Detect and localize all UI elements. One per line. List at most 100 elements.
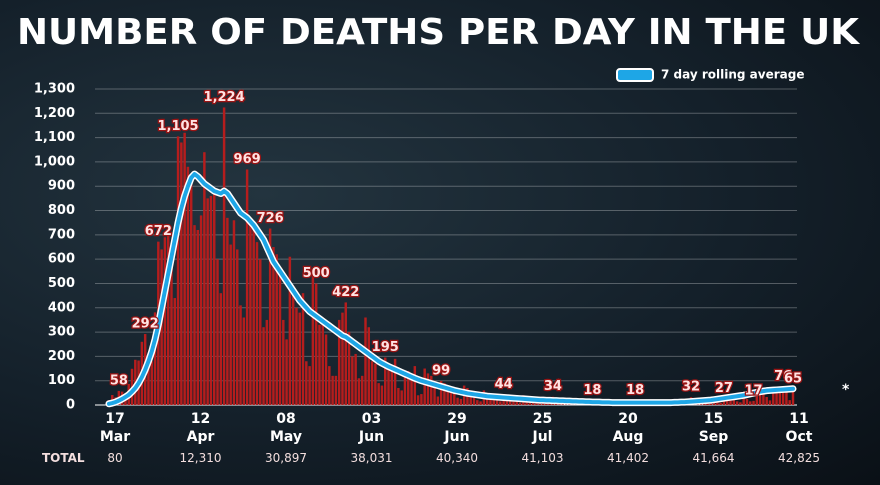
bar bbox=[476, 400, 479, 405]
bar bbox=[380, 385, 384, 405]
data-label: 44 bbox=[495, 377, 513, 392]
total-value: 38,031 bbox=[350, 451, 393, 465]
bar bbox=[410, 373, 413, 405]
bar bbox=[390, 370, 394, 405]
bar bbox=[236, 249, 239, 405]
total-value: 12,310 bbox=[179, 451, 222, 465]
bar bbox=[749, 401, 752, 405]
bar bbox=[318, 324, 321, 405]
data-label: 292 bbox=[132, 317, 159, 332]
y-tick-label: 800 bbox=[48, 203, 75, 218]
data-label: 58 bbox=[110, 373, 128, 388]
data-label: 34 bbox=[544, 379, 562, 394]
data-label: 18 bbox=[583, 383, 601, 398]
bar bbox=[170, 254, 173, 405]
x-tick-label: 20 Aug bbox=[612, 411, 644, 445]
bar bbox=[436, 396, 440, 405]
bar bbox=[219, 293, 223, 405]
bar bbox=[311, 273, 315, 405]
bar bbox=[416, 395, 420, 405]
bar bbox=[735, 401, 739, 405]
y-tick-label: 1,000 bbox=[34, 154, 75, 169]
data-label: 1,105 bbox=[157, 119, 198, 134]
total-value: 30,897 bbox=[265, 451, 307, 465]
data-label: 1,224 bbox=[204, 90, 245, 105]
bar bbox=[288, 256, 292, 405]
data-label: 32 bbox=[682, 380, 700, 395]
bar bbox=[291, 285, 295, 405]
bar bbox=[301, 293, 305, 405]
bar bbox=[489, 395, 492, 405]
bar bbox=[282, 319, 285, 405]
data-label: 17 bbox=[744, 383, 762, 398]
bar bbox=[433, 380, 436, 405]
bar bbox=[716, 400, 719, 405]
bar bbox=[364, 317, 367, 405]
bar bbox=[765, 396, 768, 405]
y-tick-label: 900 bbox=[48, 179, 75, 194]
bar bbox=[183, 132, 186, 405]
data-label: 422 bbox=[332, 285, 359, 300]
bar bbox=[259, 259, 262, 405]
bar bbox=[742, 397, 745, 405]
bar bbox=[163, 237, 167, 405]
bar bbox=[341, 312, 344, 405]
bar bbox=[407, 370, 410, 405]
bar bbox=[314, 283, 318, 405]
bar bbox=[732, 400, 736, 405]
y-tick-label: 1,100 bbox=[34, 130, 75, 145]
bar bbox=[788, 400, 791, 405]
bar bbox=[216, 259, 219, 405]
line bbox=[107, 172, 795, 406]
bar bbox=[180, 142, 183, 405]
bar bbox=[459, 398, 463, 405]
legend-label: 7 day rolling average bbox=[661, 68, 804, 82]
bar bbox=[453, 390, 456, 405]
y-tick-label: 200 bbox=[48, 349, 75, 364]
bar bbox=[755, 395, 759, 405]
bar bbox=[762, 394, 765, 405]
y-tick-label: 500 bbox=[48, 276, 75, 291]
data-label: 500 bbox=[303, 266, 330, 281]
bar bbox=[262, 327, 265, 405]
bar bbox=[199, 215, 203, 405]
bar bbox=[328, 366, 331, 405]
bar bbox=[334, 375, 338, 405]
x-tick-label: 25 Jul bbox=[532, 411, 553, 445]
bar bbox=[265, 319, 269, 405]
bar bbox=[321, 319, 324, 405]
bar bbox=[308, 366, 311, 405]
bar bbox=[173, 298, 177, 405]
bar bbox=[420, 394, 423, 405]
x-tick-label: 29 Jun bbox=[444, 411, 470, 445]
total-value: 42,825 bbox=[778, 451, 820, 465]
data-label: 18 bbox=[626, 383, 644, 398]
bar bbox=[791, 389, 795, 405]
bar bbox=[449, 387, 453, 405]
bar bbox=[360, 375, 364, 405]
bar bbox=[229, 244, 232, 405]
bar bbox=[469, 390, 472, 405]
bar bbox=[268, 228, 272, 405]
bar bbox=[189, 181, 193, 405]
y-tick-label: 300 bbox=[48, 325, 75, 340]
bar bbox=[298, 312, 301, 405]
bar bbox=[775, 387, 778, 405]
bar bbox=[538, 403, 542, 405]
bar bbox=[725, 399, 729, 405]
data-label: 99 bbox=[432, 363, 450, 378]
bar bbox=[403, 375, 407, 405]
bar bbox=[367, 327, 371, 405]
y-tick-label: 700 bbox=[48, 227, 75, 242]
bar bbox=[377, 383, 380, 405]
y-tick-label: 1,200 bbox=[34, 106, 75, 121]
data-label: 76 bbox=[774, 369, 792, 384]
x-tick-label: 17 Mar bbox=[99, 411, 131, 445]
bar bbox=[222, 107, 226, 405]
bar bbox=[209, 195, 213, 405]
bar bbox=[397, 387, 400, 405]
bar bbox=[778, 389, 782, 405]
y-tick-label: 600 bbox=[48, 252, 75, 267]
